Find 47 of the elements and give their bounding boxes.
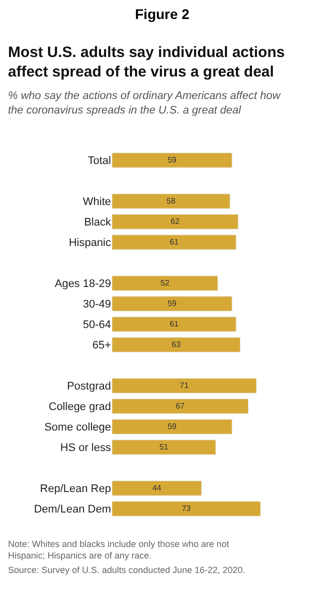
data-label: 67 [176,401,186,410]
data-label: 44 [152,483,162,492]
source-note: Source: Survey of U.S. adults conducted June 16-22, 2020. [8,565,246,575]
data-label: 71 [180,380,190,390]
data-label: 61 [170,319,180,328]
data-label: 63 [172,340,182,349]
bar [112,194,230,209]
y-tick-label: Some college [44,422,111,434]
y-tick-label: Total [88,155,111,168]
bar [112,316,236,332]
bar [112,480,202,496]
chart-title: Most U.S. adults say individual actions affect spread of the virus a great deal [8,44,285,80]
data-label: 73 [182,504,192,513]
bar [112,276,218,291]
y-tick-label: Hispanic [68,237,112,250]
bar [112,337,240,352]
y-tick-label: White [82,196,111,208]
y-tick-label: 65+ [92,340,111,352]
bar [112,501,261,516]
data-label: 51 [159,442,169,452]
data-label: 52 [160,278,170,288]
bar [112,214,238,230]
y-tick-label: Rep/Lean Rep [40,483,111,496]
bar [112,296,232,312]
bar [112,378,257,394]
data-label: 61 [170,237,180,246]
chart-subtitle: % who say the actions of ordinary Americans affect how the coronavirus spreads in the U.S. a great deal [8,90,282,116]
bar [112,440,216,455]
text: Note: Whites and blacks include only those who are not Hispanic; Hispanics are of any race. [8,539,230,561]
y-tick-label: Black [84,216,112,229]
caption: Figure 2 [135,6,190,22]
data-label: 59 [168,298,178,308]
bar [112,419,232,434]
y-tick-label: College grad [48,401,111,414]
y-tick-label: HS or less [60,442,112,454]
y-tick-label: Dem/Lean Dem [34,504,111,516]
data-label: 59 [168,422,178,431]
y-tick-label: Postgrad [66,380,111,393]
y-tick-label: 30-49 [82,298,111,311]
data-label: 58 [166,196,176,206]
data-label: 59 [168,155,178,164]
y-tick-label: 50-64 [82,319,111,332]
bar [112,398,249,414]
bar [112,152,232,168]
data-label: 62 [170,216,180,226]
bar [112,234,236,250]
y-tick-label: Ages 18-29 [54,278,111,290]
